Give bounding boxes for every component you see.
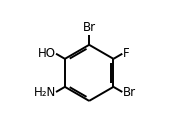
Text: H₂N: H₂N bbox=[33, 86, 56, 99]
Text: Br: Br bbox=[123, 86, 136, 99]
Text: Br: Br bbox=[83, 21, 96, 34]
Text: HO: HO bbox=[38, 47, 56, 60]
Text: F: F bbox=[123, 47, 129, 60]
